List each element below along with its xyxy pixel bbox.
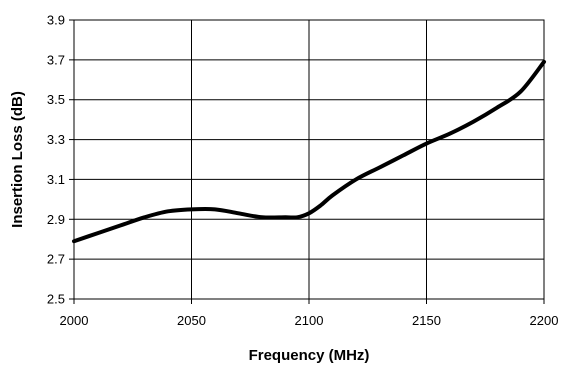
y-tick-label: 3.9	[47, 13, 65, 28]
y-tick-label: 2.5	[47, 292, 65, 307]
x-tick-label: 2200	[530, 313, 559, 328]
x-axis-ticks: 2000 2050 2100 2150 2200	[60, 299, 559, 328]
y-axis-ticks: 2.5 2.7 2.9 3.1 3.3 3.5 3.7 3.9	[47, 13, 74, 307]
y-tick-label: 3.1	[47, 172, 65, 187]
insertion-loss-line	[72, 59, 546, 244]
x-tick-label: 2050	[177, 313, 206, 328]
y-tick-label: 2.9	[47, 212, 65, 227]
x-tick-label: 2100	[295, 313, 324, 328]
y-tick-label: 3.7	[47, 52, 65, 67]
y-tick-label: 3.3	[47, 132, 65, 147]
y-tick-label: 2.7	[47, 252, 65, 267]
x-axis-title: Frequency (MHz)	[249, 347, 370, 364]
y-axis-title: Insertion Loss (dB)	[9, 91, 26, 228]
x-tick-label: 2000	[60, 313, 89, 328]
x-tick-label: 2150	[412, 313, 441, 328]
y-tick-label: 3.5	[47, 92, 65, 107]
gridlines	[73, 19, 545, 300]
